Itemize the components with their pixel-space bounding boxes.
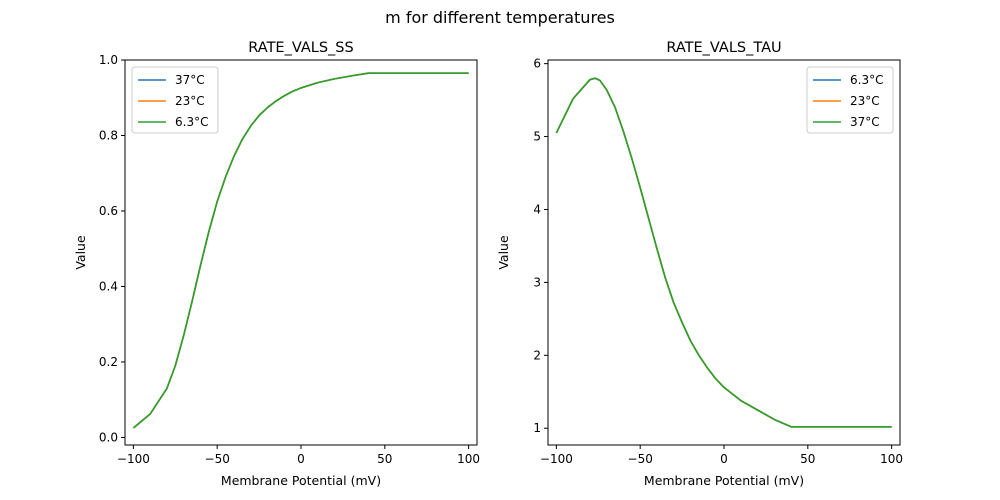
chart1-xtick-label: 0 <box>297 452 305 466</box>
chart2-xtick-label: −50 <box>628 452 653 466</box>
chart2-legend-label-3: 37°C <box>850 115 880 129</box>
chart1-xtick-label: 100 <box>457 452 480 466</box>
chart1-ytick-label: 0.2 <box>99 355 118 369</box>
chart1-legend-label-1: 37°C <box>175 73 205 87</box>
chart2-ytick-label: 5 <box>533 130 541 144</box>
chart2-ytick-label: 6 <box>533 57 541 71</box>
chart2-legend-label-2: 23°C <box>850 94 880 108</box>
figure-title: m for different temperatures <box>385 8 615 27</box>
chart1-title: RATE_VALS_SS <box>248 40 353 56</box>
chart2-xlabel: Membrane Potential (mV) <box>644 473 804 488</box>
chart1-xtick-label: −100 <box>117 452 150 466</box>
chart2-ylabel: Value <box>496 235 511 270</box>
chart1-xlabel: Membrane Potential (mV) <box>221 473 381 488</box>
chart1-xtick-label: −50 <box>205 452 230 466</box>
chart2-ytick-label: 3 <box>533 275 541 289</box>
chart1-ytick-label: 0.6 <box>99 204 118 218</box>
chart2-title: RATE_VALS_TAU <box>666 40 781 56</box>
chart1-legend-label-2: 23°C <box>175 94 205 108</box>
chart2-xtick-label: 50 <box>800 452 815 466</box>
chart2-legend-label-1: 6.3°C <box>850 73 883 87</box>
chart1-legend-label-3: 6.3°C <box>175 115 208 129</box>
chart1-legend <box>131 66 219 134</box>
chart2-ytick-label: 4 <box>533 202 541 216</box>
chart2-series-line-3 <box>555 77 892 428</box>
chart1-ytick-label: 0.4 <box>99 279 118 293</box>
chart2-xtick-label: 0 <box>720 452 728 466</box>
chart2-legend <box>806 66 894 134</box>
chart1-ytick-label: 0.8 <box>99 128 118 142</box>
chart1-ytick-label: 1.0 <box>99 53 118 67</box>
chart1-ytick-label: 0.0 <box>99 430 118 444</box>
chart2-ytick-label: 1 <box>533 421 541 435</box>
chart1-series-line-3 <box>132 72 469 429</box>
chart2-ytick-label: 2 <box>533 348 541 362</box>
chart1-xtick-label: 50 <box>377 452 392 466</box>
chart1-ylabel: Value <box>73 235 88 270</box>
chart2-xtick-label: 100 <box>880 452 903 466</box>
chart2-xtick-label: −100 <box>540 452 573 466</box>
